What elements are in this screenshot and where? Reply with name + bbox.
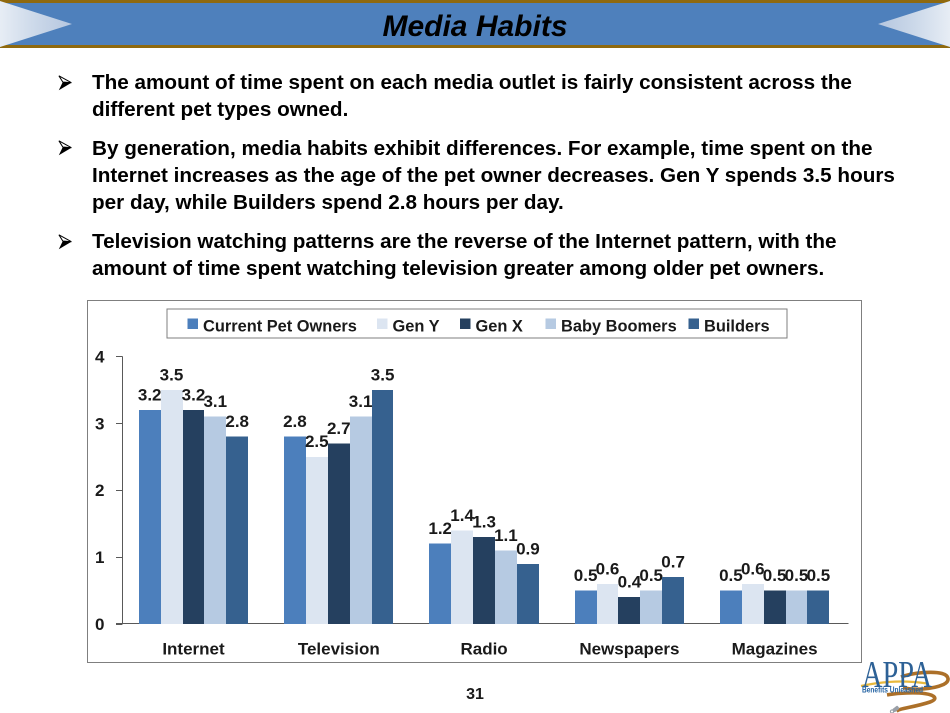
svg-text:0: 0 bbox=[95, 615, 104, 634]
svg-text:Gen Y: Gen Y bbox=[393, 318, 440, 336]
svg-text:1.3: 1.3 bbox=[472, 513, 496, 532]
svg-text:4: 4 bbox=[95, 347, 105, 366]
svg-text:Current Pet Owners: Current Pet Owners bbox=[203, 318, 357, 336]
svg-text:Builders: Builders bbox=[704, 318, 770, 336]
svg-text:3: 3 bbox=[95, 414, 104, 433]
svg-text:1.1: 1.1 bbox=[494, 526, 518, 545]
svg-text:3.5: 3.5 bbox=[371, 365, 395, 384]
svg-text:0.6: 0.6 bbox=[741, 559, 765, 578]
svg-text:0.6: 0.6 bbox=[596, 559, 620, 578]
svg-text:0.9: 0.9 bbox=[516, 539, 540, 558]
svg-text:3.5: 3.5 bbox=[160, 365, 184, 384]
svg-text:0.5: 0.5 bbox=[807, 566, 831, 585]
svg-text:3.1: 3.1 bbox=[203, 392, 227, 411]
svg-text:Newspapers: Newspapers bbox=[579, 640, 679, 659]
svg-text:Television: Television bbox=[298, 640, 380, 659]
svg-text:1: 1 bbox=[95, 548, 104, 567]
svg-text:1.2: 1.2 bbox=[428, 519, 452, 538]
svg-text:3.2: 3.2 bbox=[138, 385, 162, 404]
svg-text:0.7: 0.7 bbox=[661, 553, 685, 572]
svg-text:2: 2 bbox=[95, 481, 104, 500]
svg-text:APPA: APPA bbox=[862, 654, 932, 696]
svg-text:2.8: 2.8 bbox=[225, 412, 249, 431]
svg-text:3.1: 3.1 bbox=[349, 392, 373, 411]
svg-text:Benefits Unleashed: Benefits Unleashed bbox=[862, 686, 923, 695]
svg-text:0.4: 0.4 bbox=[618, 573, 642, 592]
svg-text:Radio: Radio bbox=[460, 640, 507, 659]
svg-text:Baby Boomers: Baby Boomers bbox=[561, 318, 677, 336]
svg-text:Gen X: Gen X bbox=[476, 318, 523, 336]
svg-text:0.5: 0.5 bbox=[719, 566, 743, 585]
svg-text:2.5: 2.5 bbox=[305, 432, 329, 451]
svg-text:Internet: Internet bbox=[162, 640, 225, 659]
svg-text:3.2: 3.2 bbox=[182, 385, 206, 404]
svg-text:0.5: 0.5 bbox=[574, 566, 598, 585]
svg-text:2.8: 2.8 bbox=[283, 412, 307, 431]
svg-text:0.5: 0.5 bbox=[763, 566, 787, 585]
svg-text:0.5: 0.5 bbox=[785, 566, 809, 585]
svg-text:Magazines: Magazines bbox=[732, 640, 818, 659]
svg-text:1.4: 1.4 bbox=[450, 506, 474, 525]
svg-text:0.5: 0.5 bbox=[639, 566, 663, 585]
svg-text:2.7: 2.7 bbox=[327, 419, 351, 438]
